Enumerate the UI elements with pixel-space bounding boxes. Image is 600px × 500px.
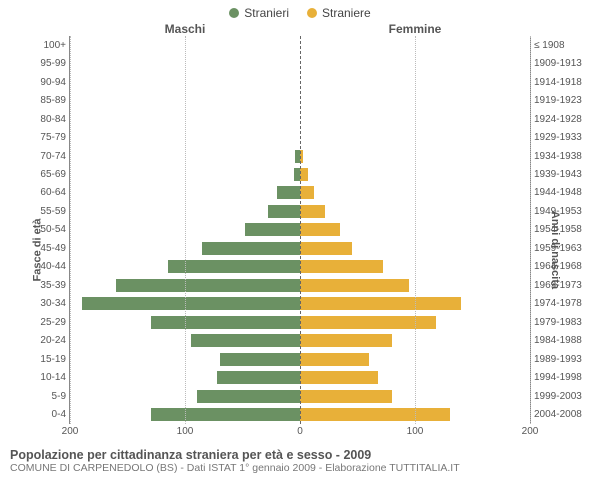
age-label: 10-14 — [22, 372, 66, 383]
age-label: 50-54 — [22, 224, 66, 235]
x-tick-label: 0 — [297, 426, 303, 437]
year-label: 1984-1988 — [534, 335, 592, 346]
year-label: 1999-2003 — [534, 391, 592, 402]
age-label: 65-69 — [22, 169, 66, 180]
legend-item-male: Stranieri — [229, 6, 289, 20]
year-label: 1909-1913 — [534, 58, 592, 69]
chart-title: Popolazione per cittadinanza straniera p… — [10, 448, 590, 462]
year-label: 1994-1998 — [534, 372, 592, 383]
center-line — [300, 36, 301, 424]
year-label: ≤ 1908 — [534, 40, 592, 51]
header-female: Femmine — [300, 22, 530, 36]
age-label: 55-59 — [22, 206, 66, 217]
female-bar — [300, 242, 352, 255]
male-bar — [245, 223, 300, 236]
age-label: 25-29 — [22, 317, 66, 328]
year-label: 1919-1923 — [534, 95, 592, 106]
year-label: 1924-1928 — [534, 114, 592, 125]
age-label: 80-84 — [22, 114, 66, 125]
age-label: 60-64 — [22, 187, 66, 198]
age-label: 40-44 — [22, 261, 66, 272]
age-label: 90-94 — [22, 77, 66, 88]
male-bar — [151, 316, 301, 329]
female-bar — [300, 279, 409, 292]
male-bar — [197, 390, 301, 403]
year-label: 1979-1983 — [534, 317, 592, 328]
year-label: 1954-1958 — [534, 224, 592, 235]
female-bar — [300, 260, 383, 273]
age-label: 30-34 — [22, 298, 66, 309]
female-bar — [300, 168, 308, 181]
male-bar — [116, 279, 300, 292]
legend-label-female: Straniere — [322, 6, 371, 20]
age-label: 0-4 — [22, 409, 66, 420]
legend-label-male: Stranieri — [244, 6, 289, 20]
male-bar — [82, 297, 301, 310]
chart-subtitle: COMUNE DI CARPENEDOLO (BS) - Dati ISTAT … — [10, 462, 590, 474]
age-label: 5-9 — [22, 391, 66, 402]
year-label: 1969-1973 — [534, 280, 592, 291]
year-label: 1939-1943 — [534, 169, 592, 180]
year-label: 1989-1993 — [534, 354, 592, 365]
female-bar — [300, 186, 314, 199]
header-male: Maschi — [70, 22, 300, 36]
chart-body: 100+≤ 190895-991909-191390-941914-191885… — [70, 36, 530, 424]
x-tick-label: 100 — [407, 426, 424, 437]
x-axis-ticks: 2001000100200 — [70, 424, 530, 444]
grid-line — [415, 36, 416, 424]
year-label: 1934-1938 — [534, 151, 592, 162]
legend-dot-female — [307, 8, 317, 18]
age-label: 20-24 — [22, 335, 66, 346]
year-label: 1914-1918 — [534, 77, 592, 88]
year-label: 1964-1968 — [534, 261, 592, 272]
female-bar — [300, 371, 378, 384]
x-tick-label: 200 — [522, 426, 539, 437]
age-label: 85-89 — [22, 95, 66, 106]
age-label: 15-19 — [22, 354, 66, 365]
female-bar — [300, 205, 325, 218]
age-label: 95-99 — [22, 58, 66, 69]
grid-line — [70, 36, 71, 424]
year-label: 1974-1978 — [534, 298, 592, 309]
age-label: 100+ — [22, 40, 66, 51]
x-tick-label: 200 — [62, 426, 79, 437]
footer: Popolazione per cittadinanza straniera p… — [0, 444, 600, 474]
female-bar — [300, 390, 392, 403]
grid-line — [530, 36, 531, 424]
male-bar — [268, 205, 300, 218]
age-label: 75-79 — [22, 132, 66, 143]
x-tick-label: 100 — [177, 426, 194, 437]
legend: Stranieri Straniere — [0, 0, 600, 20]
year-label: 1959-1963 — [534, 243, 592, 254]
male-bar — [168, 260, 300, 273]
female-bar — [300, 408, 450, 421]
year-label: 1929-1933 — [534, 132, 592, 143]
age-label: 70-74 — [22, 151, 66, 162]
male-bar — [191, 334, 300, 347]
male-bar — [277, 186, 300, 199]
grid-line — [185, 36, 186, 424]
female-bar — [300, 297, 461, 310]
male-bar — [202, 242, 300, 255]
female-bar — [300, 353, 369, 366]
population-pyramid-chart: Stranieri Straniere Maschi Femmine Fasce… — [0, 0, 600, 500]
male-bar — [151, 408, 301, 421]
year-label: 1949-1953 — [534, 206, 592, 217]
year-label: 1944-1948 — [534, 187, 592, 198]
column-headers: Maschi Femmine — [0, 20, 600, 36]
age-label: 45-49 — [22, 243, 66, 254]
female-bar — [300, 223, 340, 236]
legend-dot-male — [229, 8, 239, 18]
male-bar — [220, 353, 301, 366]
female-bar — [300, 334, 392, 347]
male-bar — [217, 371, 300, 384]
year-label: 2004-2008 — [534, 409, 592, 420]
legend-item-female: Straniere — [307, 6, 371, 20]
age-label: 35-39 — [22, 280, 66, 291]
